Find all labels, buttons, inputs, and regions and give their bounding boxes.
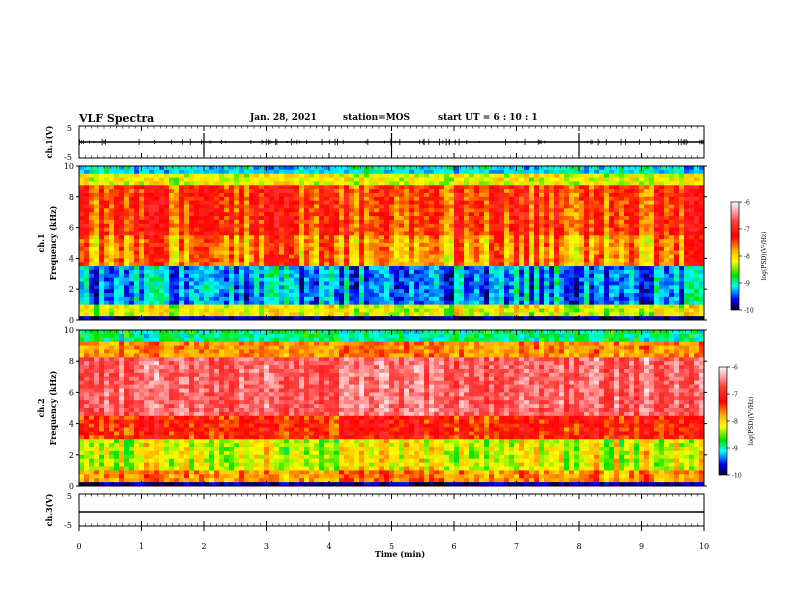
time-tick-label: 7 (514, 542, 519, 551)
ch1-spectrogram-image (79, 166, 705, 321)
colorbar-tick-label: -10 (744, 308, 754, 315)
chart-title: VLF Spectra (79, 112, 155, 125)
ch3-waveform-panel: 5 -5 ch.3(V) (44, 492, 705, 530)
colorbar-tick-label: -8 (744, 254, 750, 261)
colorbar-tick-label: -10 (732, 473, 742, 480)
station-label: station=MOS (343, 113, 411, 123)
ch2-spectrogram-panel: 0 2 4 6 8 10 ch.2 Frequency (kHz) (36, 326, 707, 491)
time-tick-label: 10 (699, 542, 709, 551)
time-tick-label: 5 (389, 542, 394, 551)
ch1-waveform-panel: 5 -5 ch.1(V) (44, 124, 705, 162)
ch3-ytick-bottom: -5 (64, 521, 72, 530)
ch3-waveform-frame (78, 493, 705, 527)
time-axis-label: Time (min) (375, 549, 425, 559)
ch2-spectrogram-yticks: 0 2 4 6 8 10 (64, 326, 707, 491)
colorbar-tick-label: -8 (732, 419, 738, 426)
ch1-colorbar-ticks: -6 -7 -8 -9 -10 (739, 200, 754, 315)
frequency-tick-label: 10 (64, 326, 74, 335)
time-axis: 0 1 2 3 4 5 6 7 8 9 10 (76, 126, 709, 551)
ch3-waveform-ylabel: ch.3(V) (44, 493, 54, 526)
frequency-tick-label: 4 (69, 254, 74, 263)
colorbar-tick-label: -6 (744, 200, 750, 207)
time-tick-label: 6 (451, 542, 456, 551)
ch1-waveform-spikes (78, 133, 704, 156)
ch1-colorbar-label: log(PSD)(V²/Hz) (761, 232, 768, 281)
frequency-tick-label: 0 (69, 482, 74, 491)
start-time-label: start UT = 6 : 10 : 1 (438, 113, 538, 123)
frequency-tick-label: 0 (69, 316, 74, 325)
colorbar-tick-label: -9 (732, 446, 738, 453)
ch2-spectrogram-image (79, 330, 705, 487)
ch3-ytick-top: 5 (67, 492, 72, 501)
ch2-spectrogram-ylabel-channel: ch.2 (36, 398, 46, 417)
ch1-ytick-top: 5 (67, 124, 72, 133)
time-tick-label: 9 (639, 542, 644, 551)
ch2-colorbar-gradient (718, 366, 728, 476)
colorbar-tick-label: -9 (744, 281, 750, 288)
ch1-spectrogram-ylabel-channel: ch.1 (36, 233, 46, 252)
frequency-tick-label: 8 (69, 357, 74, 366)
ch1-spectrogram-yticks: 0 2 4 6 8 10 (64, 162, 707, 325)
time-tick-label: 3 (264, 542, 269, 551)
frequency-tick-label: 8 (69, 193, 74, 202)
ch1-waveform-ylabel: ch.1(V) (44, 125, 54, 158)
frequency-tick-label: 2 (69, 451, 74, 460)
ch2-colorbar-label: log(PSD)(V²/Hz) (748, 397, 755, 446)
frequency-tick-label: 4 (69, 420, 74, 429)
colorbar-tick-label: -6 (732, 365, 738, 372)
ch1-spectrogram-ylabel-frequency: Frequency (kHz) (48, 205, 58, 280)
time-tick-label: 1 (139, 542, 144, 551)
frequency-tick-label: 6 (69, 388, 74, 397)
date-label: Jan. 28, 2021 (250, 113, 317, 123)
ch1-colorbar-gradient (730, 201, 740, 311)
ch2-spectrogram-ylabel-frequency: Frequency (kHz) (48, 370, 58, 445)
colorbar-tick-label: -7 (744, 227, 750, 234)
time-tick-label: 2 (201, 542, 206, 551)
time-tick-label: 0 (76, 542, 81, 551)
ch1-spectrogram-panel: 0 2 4 6 8 10 ch.1 Frequency (kHz) (36, 162, 707, 325)
time-tick-label: 8 (576, 542, 581, 551)
frequency-tick-label: 6 (69, 224, 74, 233)
frequency-tick-label: 10 (64, 162, 74, 171)
frequency-tick-label: 2 (69, 285, 74, 294)
time-tick-label: 4 (326, 542, 331, 551)
colorbar-tick-label: -7 (732, 392, 738, 399)
ch1-colorbar: -6 -7 -8 -9 -10 log(PSD)(V²/Hz) (730, 200, 768, 315)
ch2-colorbar-ticks: -6 -7 -8 -9 -10 (727, 365, 742, 480)
ch1-ytick-bottom: -5 (64, 153, 72, 162)
ch2-colorbar: -6 -7 -8 -9 -10 log(PSD)(V²/Hz) (718, 365, 755, 480)
